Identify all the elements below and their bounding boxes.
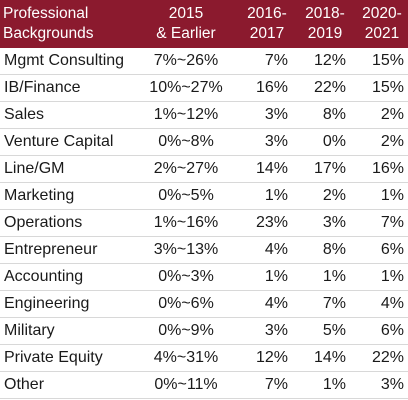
cell-2016-2017: 7% xyxy=(264,52,288,69)
cell-2015-earlier: 2%~27% xyxy=(153,160,219,177)
header-label-line1: Professional xyxy=(3,5,89,22)
cell-2018-2019: 22% xyxy=(313,79,346,96)
cell-2020-2021: 22% xyxy=(371,349,404,366)
cell-2018-2019: 1% xyxy=(322,268,346,285)
cell-2016-2017: 3% xyxy=(264,133,288,150)
cell-2015-earlier: 4%~31% xyxy=(153,349,219,366)
cell-2020-2021: 6% xyxy=(380,241,404,258)
table-row: Sales 1%~12% 3% 8% 2% xyxy=(0,102,408,129)
row-label: IB/Finance xyxy=(4,79,81,96)
table-row: Accounting 0%~3% 1% 1% 1% xyxy=(0,264,408,291)
cell-2020-2021: 1% xyxy=(380,187,404,204)
cell-2016-2017: 14% xyxy=(255,160,288,177)
row-label: Military xyxy=(4,322,55,339)
header-col2-line1: 2016- xyxy=(247,5,287,22)
cell-2020-2021: 15% xyxy=(371,79,404,96)
cell-2015-earlier: 0%~3% xyxy=(158,268,214,285)
header-col2-line2: 2017 xyxy=(249,25,285,42)
header-col-2020-2021: 2020- 2021 xyxy=(356,4,408,44)
cell-2020-2021: 4% xyxy=(380,295,404,312)
table-row: Military 0%~9% 3% 5% 6% xyxy=(0,318,408,345)
cell-2018-2019: 12% xyxy=(313,52,346,69)
header-label-cell: Professional Backgrounds xyxy=(3,4,93,44)
cell-2018-2019: 8% xyxy=(322,241,346,258)
cell-2018-2019: 2% xyxy=(322,187,346,204)
table-row: Marketing 0%~5% 1% 2% 1% xyxy=(0,183,408,210)
header-col-2016-2017: 2016- 2017 xyxy=(242,4,292,44)
header-col4-line1: 2020- xyxy=(362,5,402,22)
table-row: Line/GM 2%~27% 14% 17% 16% xyxy=(0,156,408,183)
row-label: Operations xyxy=(4,214,83,231)
row-label: Venture Capital xyxy=(4,133,114,150)
row-label: Mgmt Consulting xyxy=(4,52,125,69)
row-label: Engineering xyxy=(4,295,90,312)
cell-2018-2019: 1% xyxy=(322,376,346,393)
cell-2016-2017: 16% xyxy=(255,79,288,96)
row-label: Private Equity xyxy=(4,349,103,366)
header-col3-line1: 2018- xyxy=(305,5,345,22)
cell-2015-earlier: 0%~6% xyxy=(158,295,214,312)
cell-2020-2021: 15% xyxy=(371,52,404,69)
header-col4-line2: 2021 xyxy=(364,25,400,42)
table-row: Mgmt Consulting 7%~26% 7% 12% 15% xyxy=(0,48,408,75)
cell-2015-earlier: 1%~12% xyxy=(153,106,219,123)
cell-2015-earlier: 0%~11% xyxy=(154,376,218,393)
table-row: Other 0%~11% 7% 1% 3% xyxy=(0,372,408,399)
cell-2016-2017: 12% xyxy=(255,349,288,366)
table-row: Venture Capital 0%~8% 3% 0% 2% xyxy=(0,129,408,156)
cell-2016-2017: 3% xyxy=(264,106,288,123)
cell-2015-earlier: 0%~9% xyxy=(158,322,214,339)
row-label: Marketing xyxy=(4,187,75,204)
cell-2015-earlier: 7%~26% xyxy=(153,52,219,69)
cell-2020-2021: 2% xyxy=(380,133,404,150)
cell-2016-2017: 4% xyxy=(264,295,288,312)
table-header: Professional Backgrounds 2015 & Earlier … xyxy=(0,0,408,48)
cell-2018-2019: 0% xyxy=(322,133,346,150)
table-row: Private Equity 4%~31% 12% 14% 22% xyxy=(0,345,408,372)
header-label-line2: Backgrounds xyxy=(3,25,94,42)
header-col1-line1: 2015 xyxy=(168,5,204,22)
header-col1-line2: & Earlier xyxy=(156,25,216,42)
cell-2020-2021: 1% xyxy=(380,268,404,285)
header-col3-line2: 2019 xyxy=(307,25,343,42)
cell-2020-2021: 3% xyxy=(380,376,404,393)
cell-2018-2019: 5% xyxy=(322,322,346,339)
table-row: IB/Finance 10%~27% 16% 22% 15% xyxy=(0,75,408,102)
row-label: Accounting xyxy=(4,268,84,285)
table-row: Entrepreneur 3%~13% 4% 8% 6% xyxy=(0,237,408,264)
cell-2016-2017: 4% xyxy=(264,241,288,258)
cell-2016-2017: 3% xyxy=(264,322,288,339)
cell-2018-2019: 17% xyxy=(313,160,346,177)
table-row: Engineering 0%~6% 4% 7% 4% xyxy=(0,291,408,318)
row-label: Other xyxy=(4,376,45,393)
cell-2020-2021: 2% xyxy=(380,106,404,123)
cell-2016-2017: 1% xyxy=(264,268,288,285)
cell-2015-earlier: 0%~5% xyxy=(158,187,214,204)
cell-2018-2019: 7% xyxy=(322,295,346,312)
row-label: Entrepreneur xyxy=(4,241,98,258)
cell-2018-2019: 14% xyxy=(313,349,346,366)
header-col-2015-earlier: 2015 & Earlier xyxy=(140,4,232,44)
row-label: Line/GM xyxy=(4,160,65,177)
cell-2020-2021: 7% xyxy=(380,214,404,231)
header-col-2018-2019: 2018- 2019 xyxy=(300,4,350,44)
cell-2015-earlier: 10%~27% xyxy=(149,79,223,96)
cell-2018-2019: 3% xyxy=(322,214,346,231)
table-row: Operations 1%~16% 23% 3% 7% xyxy=(0,210,408,237)
row-label: Sales xyxy=(4,106,45,123)
cell-2016-2017: 23% xyxy=(255,214,288,231)
cell-2016-2017: 1% xyxy=(264,187,288,204)
cell-2018-2019: 8% xyxy=(322,106,346,123)
cell-2015-earlier: 3%~13% xyxy=(153,241,219,258)
cell-2016-2017: 7% xyxy=(264,376,288,393)
cell-2015-earlier: 1%~16% xyxy=(153,214,219,231)
cell-2015-earlier: 0%~8% xyxy=(158,133,214,150)
cell-2020-2021: 16% xyxy=(371,160,404,177)
cell-2020-2021: 6% xyxy=(380,322,404,339)
